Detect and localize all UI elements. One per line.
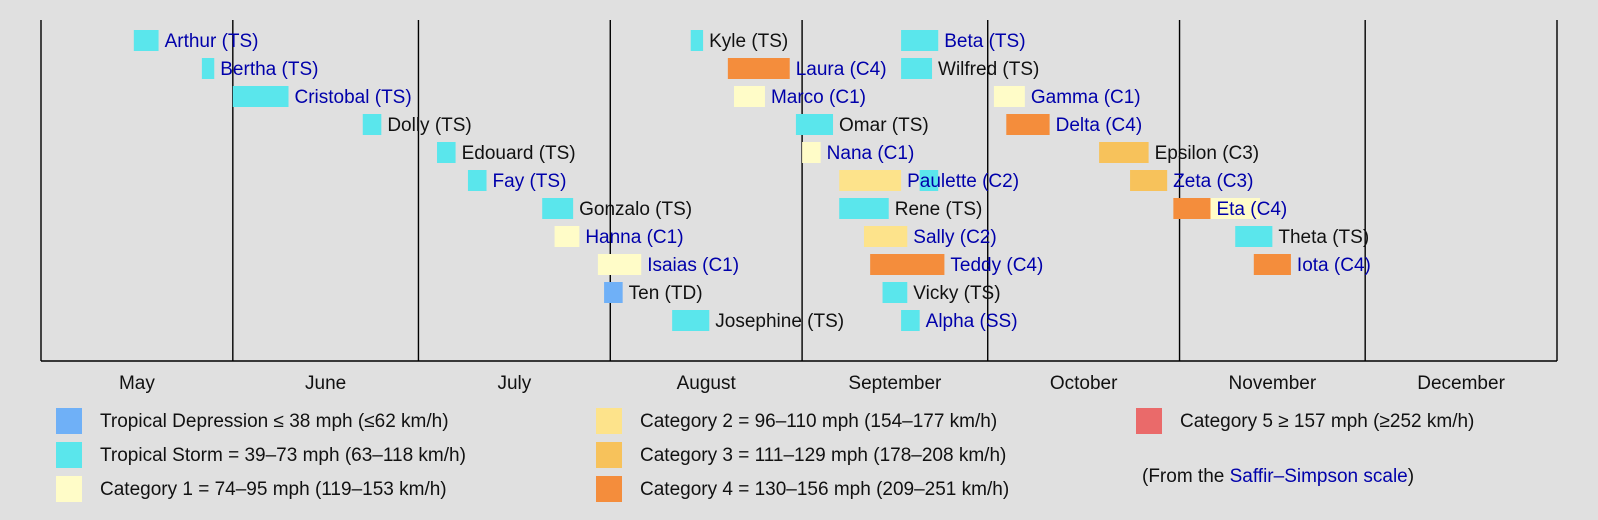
bar-nana [802,142,821,163]
legend-text-c3: Category 3 = 111–129 mph (178–208 km/h) [640,445,1007,466]
legend-swatch-c2 [596,408,622,434]
bar-paulette-regen [919,170,939,191]
storm-label-laura[interactable]: Laura (C4) [796,59,887,80]
storm-label-alpha[interactable]: Alpha (SS) [926,311,1018,332]
month-label-december: December [1417,373,1505,394]
source-note: (From the Saffir–Simpson scale) [1142,466,1414,488]
storm-label-ten: Ten (TD) [629,283,703,304]
month-label-september: September [848,373,942,394]
storm-label-teddy[interactable]: Teddy (C4) [950,255,1043,276]
month-label-july: July [497,373,531,394]
bar-paulette [839,170,902,191]
storm-label-arthur[interactable]: Arthur (TS) [165,31,259,52]
storm-label-sally[interactable]: Sally (C2) [913,227,996,248]
storm-timeline-chart: Arthur (TS) Bertha (TS) Cristobal (TS) Doll… [40,20,1558,394]
bar-dolly [362,114,382,135]
legend-text-c5: Category 5 ≥ 157 mph (≥252 km/h) [1180,411,1475,432]
bar-vicky [882,282,908,303]
storm-label-gamma[interactable]: Gamma (C1) [1031,87,1141,108]
bar-isaias [597,254,642,275]
storm-label-zeta[interactable]: Zeta (C3) [1173,171,1253,192]
bar-teddy [870,254,945,275]
storm-label-kyle: Kyle (TS) [709,31,788,52]
storm-label-rene: Rene (TS) [895,199,983,220]
storm-label-marco[interactable]: Marco (C1) [771,87,866,108]
bar-hanna [554,226,580,247]
storm-label-eta[interactable]: Eta (C4) [1216,199,1287,220]
bar-kyle [690,30,704,51]
storm-label-iota[interactable]: Iota (C4) [1297,255,1371,276]
storm-label-josephine: Josephine (TS) [715,311,844,332]
source-suffix: ) [1407,466,1415,487]
month-gridlines [40,20,1558,361]
bar-edouard [437,142,456,163]
storm-label-edouard: Edouard (TS) [462,143,576,164]
storm-label-isaias[interactable]: Isaias (C1) [647,255,739,276]
storm-label-epsilon: Epsilon (C3) [1155,143,1260,164]
storm-label-wilfred: Wilfred (TS) [938,59,1039,80]
storm-label-dolly: Dolly (TS) [387,115,471,136]
bar-sally [863,226,908,247]
bar-eta-regen [1210,198,1260,219]
bar-laura [727,58,790,79]
storm-label-nana[interactable]: Nana (C1) [827,143,915,164]
bar-gamma [993,86,1025,107]
month-label-november: November [1229,373,1317,394]
bar-zeta [1130,170,1168,191]
bar-theta [1235,226,1273,247]
month-label-may: May [119,373,155,394]
legend-text-ts: Tropical Storm = 39–73 mph (63–118 km/h) [100,445,466,466]
storm-label-theta: Theta (TS) [1278,227,1369,248]
bar-iota [1253,254,1291,275]
storm-labels: Arthur (TS) Bertha (TS) Cristobal (TS) Doll… [165,31,1371,332]
bar-bertha [201,58,215,79]
bar-beta [901,30,939,51]
legend-swatch-c1 [56,476,82,502]
storm-label-cristobal[interactable]: Cristobal (TS) [295,87,412,108]
storm-label-gonzalo: Gonzalo (TS) [579,199,692,220]
month-labels: May June July August September October Novembe… [119,373,1506,394]
bar-omar [795,114,834,135]
legend-text-td: Tropical Depression ≤ 38 mph (≤62 km/h) [100,411,449,432]
saffir-simpson-link[interactable]: Saffir–Simpson scale [1229,466,1408,487]
source-prefix: (From the [1142,466,1230,487]
legend-swatch-ts [56,442,82,468]
month-label-october: October [1050,373,1118,394]
storm-bars [133,30,1291,331]
bar-cristobal [232,86,289,107]
storm-label-omar: Omar (TS) [839,115,929,136]
bar-marco [734,86,765,107]
storm-label-fay[interactable]: Fay (TS) [493,171,567,192]
bar-rene [839,198,889,219]
bar-wilfred [901,58,933,79]
legend-swatch-c4 [596,476,622,502]
bar-josephine [672,310,710,331]
bar-arthur [133,30,159,51]
storm-label-paulette[interactable]: Paulette (C2) [907,171,1019,192]
legend-swatch-c3 [596,442,622,468]
storm-label-delta[interactable]: Delta (C4) [1056,115,1143,136]
bar-eta [1173,198,1211,219]
bar-gonzalo [542,198,574,219]
legend-swatch-td [56,408,82,434]
bar-epsilon [1099,142,1149,163]
legend-text-c2: Category 2 = 96–110 mph (154–177 km/h) [640,411,998,432]
month-label-august: August [677,373,737,394]
legend-swatch-c5 [1136,408,1162,434]
legend-text-c1: Category 1 = 74–95 mph (119–153 km/h) [100,479,447,500]
storm-label-bertha[interactable]: Bertha (TS) [220,59,318,80]
month-label-june: June [305,373,346,394]
storm-label-beta[interactable]: Beta (TS) [944,31,1025,52]
bar-fay [467,170,487,191]
bar-ten [604,282,623,303]
legend-text-c4: Category 4 = 130–156 mph (209–251 km/h) [640,479,1010,500]
storm-label-vicky: Vicky (TS) [913,283,1000,304]
storm-label-hanna[interactable]: Hanna (C1) [585,227,683,248]
bar-delta [1006,114,1050,135]
bar-alpha [901,310,920,331]
